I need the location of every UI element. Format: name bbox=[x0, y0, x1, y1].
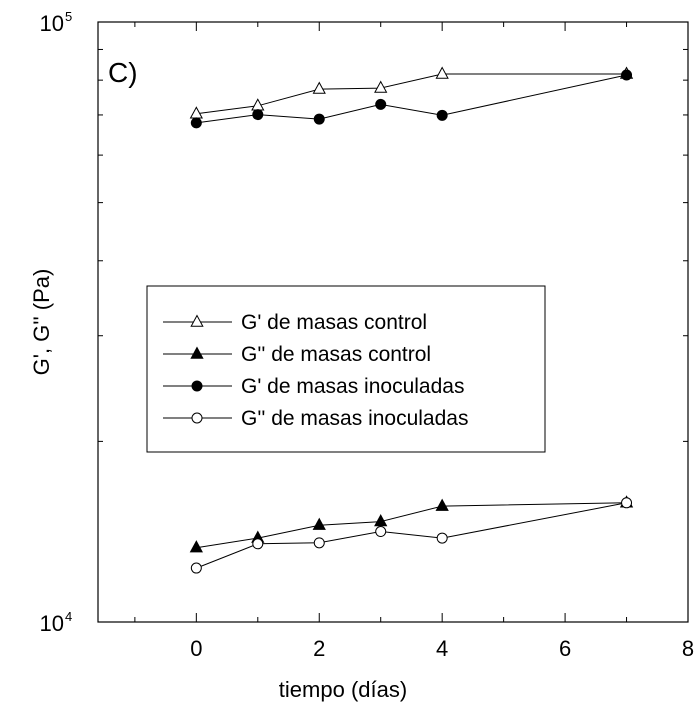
legend-label: G' de masas control bbox=[241, 311, 427, 334]
x-tick-labels: 0 2 4 6 8 bbox=[190, 636, 694, 661]
data-point bbox=[312, 81, 326, 94]
legend-entry: G' de masas control bbox=[163, 311, 427, 334]
plot-frame bbox=[97, 21, 689, 623]
panel-label: C) bbox=[108, 57, 138, 88]
data-point bbox=[374, 514, 388, 527]
data-point bbox=[190, 117, 202, 129]
series-line bbox=[196, 73, 627, 115]
y-axis-label: G', G'' (Pa) bbox=[29, 269, 54, 376]
data-point bbox=[621, 69, 633, 81]
data-point bbox=[252, 109, 264, 121]
legend-entry: G' de masas inoculadas bbox=[163, 375, 464, 398]
x-tick-label: 6 bbox=[559, 636, 571, 661]
series-line bbox=[196, 74, 627, 124]
data-point bbox=[313, 113, 325, 125]
legend-marker bbox=[190, 314, 204, 327]
data-point bbox=[375, 98, 387, 110]
x-tick-label: 0 bbox=[190, 636, 202, 661]
series-line bbox=[196, 502, 627, 569]
legend-label: G'' de masas inoculadas bbox=[241, 407, 468, 430]
data-point bbox=[189, 106, 203, 119]
series-line bbox=[196, 502, 627, 549]
series-layer bbox=[189, 66, 634, 574]
series-4 bbox=[190, 497, 633, 574]
x-tick-label: 2 bbox=[313, 636, 325, 661]
legend-label: G' de masas inoculadas bbox=[241, 375, 464, 398]
y-tick-exponent: 5 bbox=[65, 9, 72, 24]
data-point bbox=[189, 540, 203, 553]
data-point bbox=[252, 538, 264, 550]
data-point bbox=[621, 497, 633, 509]
y-tick-exponent: 4 bbox=[65, 609, 72, 624]
y-tick-label: 10 4 bbox=[40, 609, 73, 636]
data-point bbox=[436, 109, 448, 121]
y-tick-label: 10 5 bbox=[40, 9, 73, 36]
legend-label: G'' de masas control bbox=[241, 343, 431, 366]
legend-box bbox=[146, 285, 546, 453]
x-axis-label: tiempo (días) bbox=[279, 677, 407, 702]
data-point bbox=[436, 532, 448, 544]
data-point bbox=[312, 517, 326, 530]
legend-marker bbox=[191, 412, 203, 424]
series-3 bbox=[190, 69, 633, 129]
data-point bbox=[375, 526, 387, 538]
y-tick-base: 10 bbox=[40, 611, 64, 636]
legend-marker bbox=[191, 380, 203, 392]
legend-entry: G'' de masas inoculadas bbox=[163, 407, 468, 430]
axis-ticks bbox=[98, 22, 689, 622]
legend-marker bbox=[190, 346, 204, 359]
legend: G' de masas control G'' de masas control G… bbox=[146, 285, 546, 453]
data-point bbox=[313, 537, 325, 549]
x-tick-label: 8 bbox=[682, 636, 694, 661]
data-point bbox=[190, 562, 202, 574]
data-point bbox=[374, 80, 388, 93]
data-point bbox=[435, 498, 449, 511]
x-tick-label: 4 bbox=[436, 636, 448, 661]
data-point bbox=[435, 66, 449, 79]
legend-entry: G'' de masas control bbox=[163, 343, 431, 366]
y-tick-base: 10 bbox=[40, 11, 64, 36]
